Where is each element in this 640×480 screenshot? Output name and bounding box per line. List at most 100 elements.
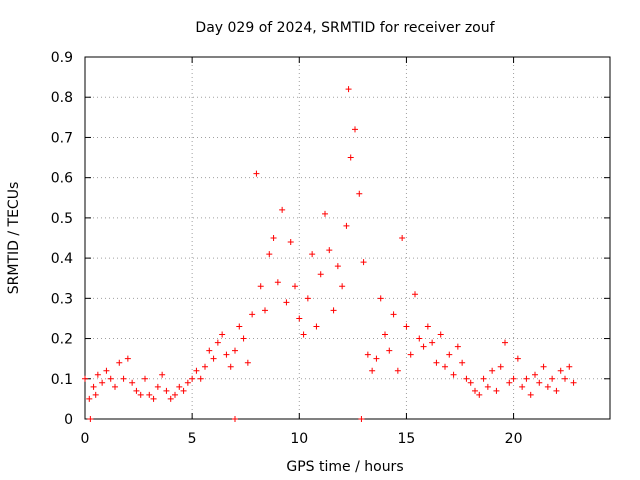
data-point bbox=[202, 363, 208, 370]
data-point bbox=[510, 375, 517, 382]
data-point bbox=[442, 363, 448, 370]
data-point bbox=[292, 283, 298, 290]
data-point bbox=[527, 391, 534, 398]
data-point bbox=[304, 295, 311, 302]
data-point bbox=[570, 379, 577, 386]
data-point bbox=[540, 363, 547, 370]
x-axis-label: GPS time / hours bbox=[286, 459, 403, 475]
data-point bbox=[463, 375, 470, 382]
data-point bbox=[454, 343, 461, 350]
plot-frame bbox=[84, 56, 611, 420]
data-point bbox=[94, 371, 101, 378]
data-point bbox=[133, 387, 140, 394]
data-point bbox=[112, 383, 118, 390]
data-point bbox=[345, 86, 352, 93]
data-marks bbox=[82, 86, 577, 422]
data-point bbox=[309, 251, 316, 258]
data-point bbox=[167, 395, 174, 402]
data-point bbox=[523, 375, 530, 382]
data-point bbox=[159, 371, 166, 378]
data-point bbox=[154, 383, 161, 390]
y-tick-label: 0 bbox=[64, 412, 73, 428]
data-point bbox=[193, 367, 200, 374]
data-point bbox=[163, 387, 170, 394]
data-point bbox=[82, 375, 88, 382]
data-point bbox=[313, 323, 320, 330]
data-point bbox=[137, 391, 144, 398]
data-point bbox=[214, 339, 221, 346]
data-point bbox=[223, 351, 230, 358]
data-point bbox=[240, 335, 247, 342]
data-point bbox=[287, 239, 294, 246]
data-point bbox=[300, 331, 307, 338]
data-point bbox=[536, 379, 543, 386]
data-point bbox=[446, 351, 453, 358]
data-point bbox=[557, 367, 564, 374]
data-point bbox=[519, 383, 526, 390]
data-point bbox=[416, 335, 423, 342]
chart-grid bbox=[85, 57, 610, 419]
data-point bbox=[514, 355, 521, 362]
x-tick-label: 0 bbox=[81, 431, 90, 447]
data-point bbox=[262, 307, 268, 314]
data-point bbox=[347, 154, 354, 161]
data-point bbox=[296, 315, 303, 322]
y-tick-label: 0.2 bbox=[51, 332, 73, 348]
data-point bbox=[352, 126, 358, 133]
data-point bbox=[274, 279, 281, 286]
data-point bbox=[356, 190, 363, 197]
data-point bbox=[394, 367, 401, 374]
data-point bbox=[103, 367, 110, 374]
x-tick-label: 15 bbox=[398, 431, 416, 447]
data-point bbox=[184, 379, 191, 386]
data-point bbox=[364, 351, 371, 358]
data-point bbox=[386, 347, 393, 354]
data-point bbox=[358, 416, 365, 422]
data-point bbox=[373, 355, 380, 362]
data-point bbox=[553, 387, 560, 394]
data-point bbox=[86, 395, 93, 402]
data-point bbox=[549, 375, 556, 382]
chart-title: Day 029 of 2024, SRMTID for receiver zou… bbox=[195, 20, 495, 36]
data-point bbox=[390, 311, 397, 318]
data-point bbox=[107, 375, 114, 382]
data-point bbox=[232, 416, 238, 422]
data-point bbox=[343, 222, 350, 229]
data-point bbox=[236, 323, 243, 330]
data-point bbox=[420, 343, 427, 350]
data-point bbox=[360, 259, 367, 266]
x-tick-label: 10 bbox=[290, 431, 308, 447]
data-point bbox=[142, 375, 148, 382]
data-point bbox=[232, 347, 238, 354]
data-point bbox=[92, 391, 99, 398]
data-point bbox=[489, 367, 496, 374]
data-point bbox=[317, 271, 324, 278]
data-point bbox=[150, 395, 157, 402]
data-point bbox=[403, 323, 410, 330]
data-point bbox=[270, 235, 277, 241]
data-point bbox=[450, 371, 457, 378]
data-point bbox=[124, 355, 131, 362]
y-tick-label: 0.8 bbox=[51, 90, 73, 106]
data-point bbox=[189, 375, 196, 382]
data-point bbox=[399, 235, 406, 241]
data-point bbox=[180, 387, 187, 394]
y-tick-label: 0.9 bbox=[51, 50, 73, 66]
y-tick-label: 0.7 bbox=[51, 130, 73, 146]
data-point bbox=[206, 347, 213, 354]
data-point bbox=[493, 387, 500, 394]
data-point bbox=[467, 379, 474, 386]
data-point bbox=[339, 283, 346, 290]
data-point bbox=[497, 363, 504, 370]
data-point bbox=[437, 331, 444, 338]
data-point bbox=[322, 210, 328, 217]
data-point bbox=[129, 379, 136, 386]
data-point bbox=[369, 367, 376, 374]
y-tick-label: 0.1 bbox=[51, 372, 73, 388]
data-point bbox=[116, 359, 123, 366]
y-tick-label: 0.6 bbox=[51, 171, 73, 187]
data-point bbox=[227, 363, 234, 370]
data-point bbox=[544, 383, 551, 390]
y-tick-label: 0.3 bbox=[51, 291, 73, 307]
data-point bbox=[283, 299, 290, 306]
